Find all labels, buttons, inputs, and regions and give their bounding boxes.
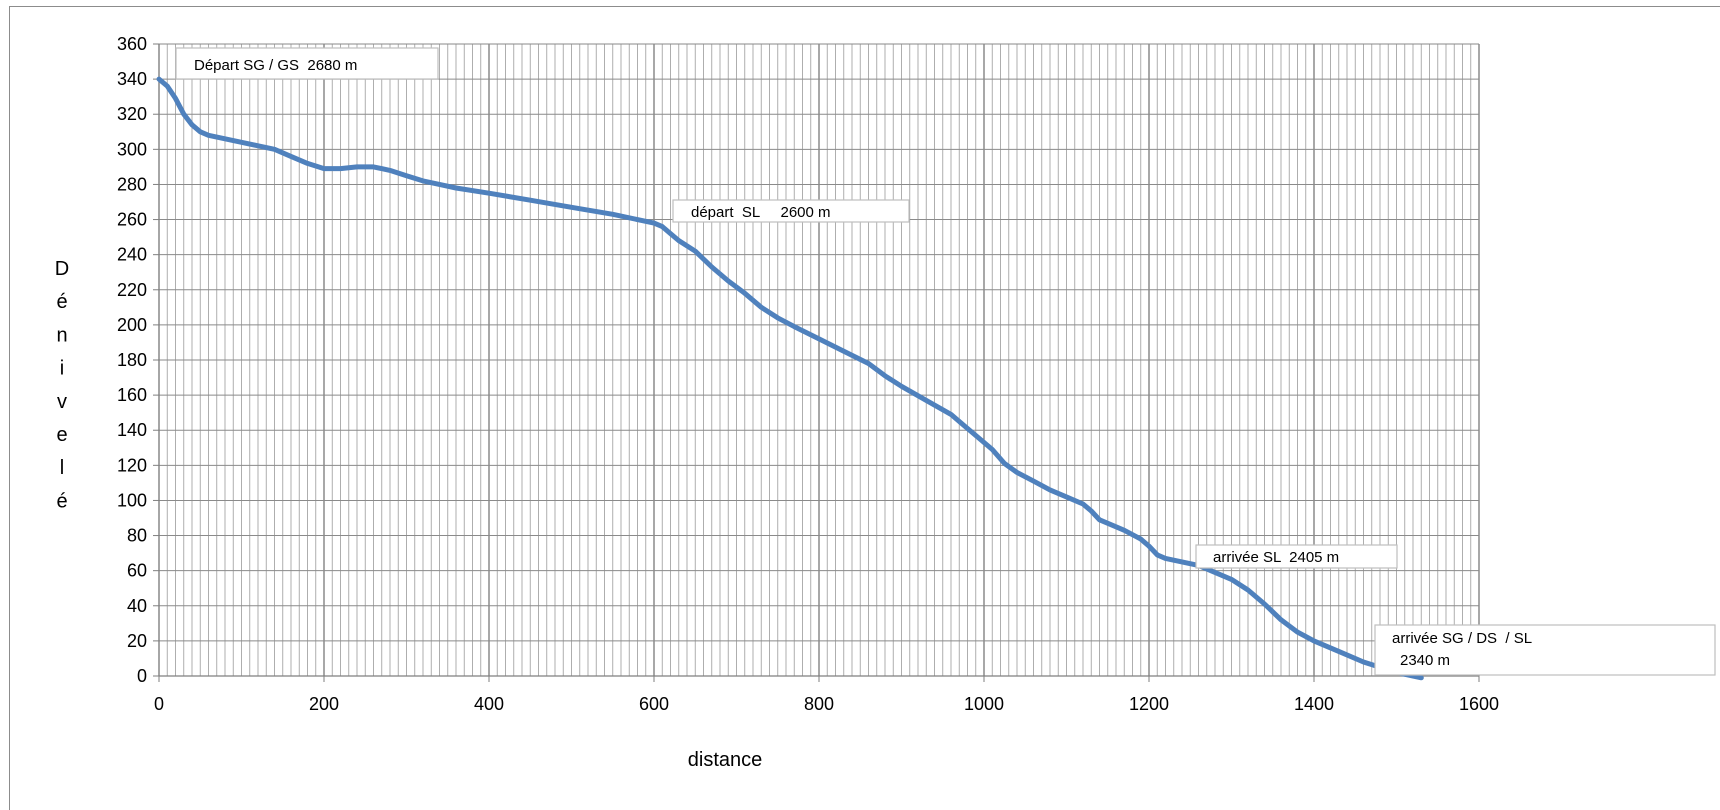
y-tick-label: 0 (137, 666, 147, 686)
y-axis-label-char: i (60, 358, 64, 380)
annotation-depart-sg-gs: Départ SG / GS 2680 m (176, 48, 438, 79)
x-tick-label: 1600 (1459, 694, 1499, 714)
y-tick-label: 300 (117, 139, 147, 159)
y-tick-label: 60 (127, 561, 147, 581)
y-axis-label-char: l (60, 457, 64, 479)
y-axis-label-char: v (57, 391, 67, 413)
y-axis-label-char: é (56, 490, 67, 512)
annotation-arrivee-sg-ds-sl: arrivée SG / DS / SL 2340 m (1375, 625, 1715, 675)
y-tick-label: 240 (117, 245, 147, 265)
annotation-depart-sl: départ SL 2600 m (673, 200, 909, 222)
x-tick-labels: 0 200 400 600 800 1000 1200 1400 1600 (154, 694, 1499, 714)
x-tick-label: 1000 (964, 694, 1004, 714)
y-tick-label: 220 (117, 280, 147, 300)
y-tick-label: 180 (117, 350, 147, 370)
x-tick-label: 1200 (1129, 694, 1169, 714)
y-tick-label: 100 (117, 490, 147, 510)
y-tick-label: 320 (117, 104, 147, 124)
y-axis-label-char: D (55, 258, 69, 280)
annotation-arrivee-sl: arrivée SL 2405 m (1196, 545, 1397, 568)
x-tick-label: 600 (639, 694, 669, 714)
y-axis-label-char: n (56, 324, 67, 346)
y-tick-label: 360 (117, 34, 147, 54)
y-tick-label: 140 (117, 420, 147, 440)
y-tick-label: 40 (127, 596, 147, 616)
annotation-text: Départ SG / GS 2680 m (194, 57, 357, 74)
y-axis-label-char: é (56, 291, 67, 313)
annotation-text-line-2: 2340 m (1400, 652, 1450, 669)
y-tick-label: 280 (117, 174, 147, 194)
axes (153, 44, 1479, 682)
x-tick-label: 0 (154, 694, 164, 714)
y-axis-label-char: e (56, 424, 67, 446)
y-tick-label: 260 (117, 210, 147, 230)
y-tick-label: 200 (117, 315, 147, 335)
x-tick-label: 1400 (1294, 694, 1334, 714)
x-tick-label: 800 (804, 694, 834, 714)
annotation-text-line-1: arrivée SG / DS / SL (1392, 630, 1532, 647)
x-tick-label: 200 (309, 694, 339, 714)
y-tick-label: 80 (127, 526, 147, 546)
annotation-text: arrivée SL 2405 m (1213, 549, 1339, 566)
y-tick-label: 120 (117, 455, 147, 475)
y-tick-label: 160 (117, 385, 147, 405)
annotation-text: départ SL 2600 m (691, 204, 831, 221)
x-axis-label: distance (688, 749, 763, 771)
y-tick-label: 340 (117, 69, 147, 89)
y-tick-labels: 0 20 40 60 80 100 120 140 160 180 200 220 240 260 280 3… (117, 34, 147, 686)
y-tick-label: 20 (127, 631, 147, 651)
x-tick-label: 400 (474, 694, 504, 714)
